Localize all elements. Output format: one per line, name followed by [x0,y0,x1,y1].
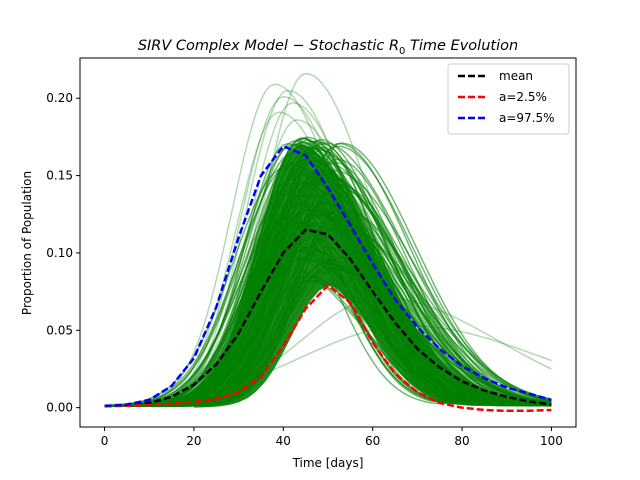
title-part-3: Stochastic R [309,38,399,54]
x-axis: 0 20 40 60 80 100 [101,427,563,448]
legend-label-lower: a=2.5% [499,90,547,104]
mean-line [104,228,552,408]
quantile-97-5-line [104,144,552,408]
y-tick-label: 0.20 [46,91,73,105]
ensemble-curve [104,324,552,406]
title-part-1: SIRV Complex Model [138,38,288,54]
x-tick-label: 100 [540,434,563,448]
legend: mean a=2.5% a=97.5% [447,63,570,135]
x-tick-label: 20 [186,434,201,448]
legend-label-mean: mean [499,69,533,83]
series-lines [104,144,552,413]
x-tick-label: 40 [276,434,291,448]
x-tick-label: 80 [454,434,469,448]
ensemble-band [193,143,552,408]
title-part-5: Time Evolution [405,38,518,54]
y-tick-label: 0.10 [46,246,73,260]
quantile-2-5-line [104,284,552,413]
ensemble-curves [104,72,552,408]
y-tick-label: 0.15 [46,169,73,183]
y-tick-label: 0.05 [46,323,73,337]
chart-title: SIRV Complex Model − Stochastic R0 Time … [138,38,518,57]
legend-label-upper: a=97.5% [499,111,555,125]
y-axis: 0.00 0.05 0.10 0.15 0.20 [46,91,80,415]
title-part-2: − [288,38,309,54]
x-axis-label: Time [days] [292,456,364,470]
x-tick-label: 0 [101,434,109,448]
title-part-4: 0 [399,46,405,57]
plot-frame [79,57,577,428]
ensemble-curve [104,297,552,407]
legend-box [447,63,570,135]
x-tick-label: 60 [365,434,380,448]
y-axis-label: Proportion of Population [20,171,34,315]
y-tick-label: 0.00 [46,401,73,415]
